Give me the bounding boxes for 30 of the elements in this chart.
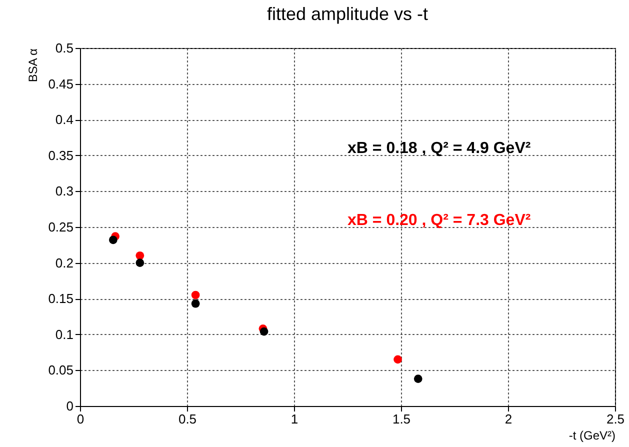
point [260, 327, 268, 336]
y-tick-label: 0.45 [48, 76, 74, 92]
y-tick-label: 0.15 [48, 291, 74, 306]
y-tick-label: 0 [66, 398, 74, 414]
point [394, 355, 402, 364]
point [136, 258, 144, 267]
y-tick-label: 0.35 [48, 148, 74, 163]
x-tick-label: 1.5 [392, 412, 411, 426]
point [191, 299, 200, 308]
y-tick-label: 0.05 [48, 362, 74, 378]
y-tick-label: 0.4 [55, 112, 74, 128]
y-tick-label: 0.3 [55, 184, 74, 199]
point [191, 290, 200, 300]
y-axis-title: BSA α [26, 48, 40, 82]
y-tick-label: 0.25 [48, 220, 74, 234]
x-tick-label: 0.5 [178, 412, 197, 426]
point [108, 236, 118, 244]
y-tick-label: 0.5 [55, 40, 74, 56]
x-axis-title: -t (GeV²) [568, 428, 616, 442]
x-tick-label: 0 [76, 412, 84, 426]
text: xB = 0.18 , Q² = 4.9 GeV² [348, 140, 531, 158]
text: xB = 0.20 , Q² = 7.3 GeV² [348, 212, 531, 229]
chart-title: fitted amplitude vs -t [266, 4, 428, 24]
x-tick-label: 2.5 [606, 412, 625, 426]
y-tick-label: 0.1 [55, 326, 74, 342]
y-tick-label: 0.2 [55, 255, 74, 270]
point [136, 251, 144, 260]
x-tick-label: 2 [504, 412, 512, 426]
point [414, 374, 422, 383]
x-tick-label: 1 [290, 412, 298, 426]
